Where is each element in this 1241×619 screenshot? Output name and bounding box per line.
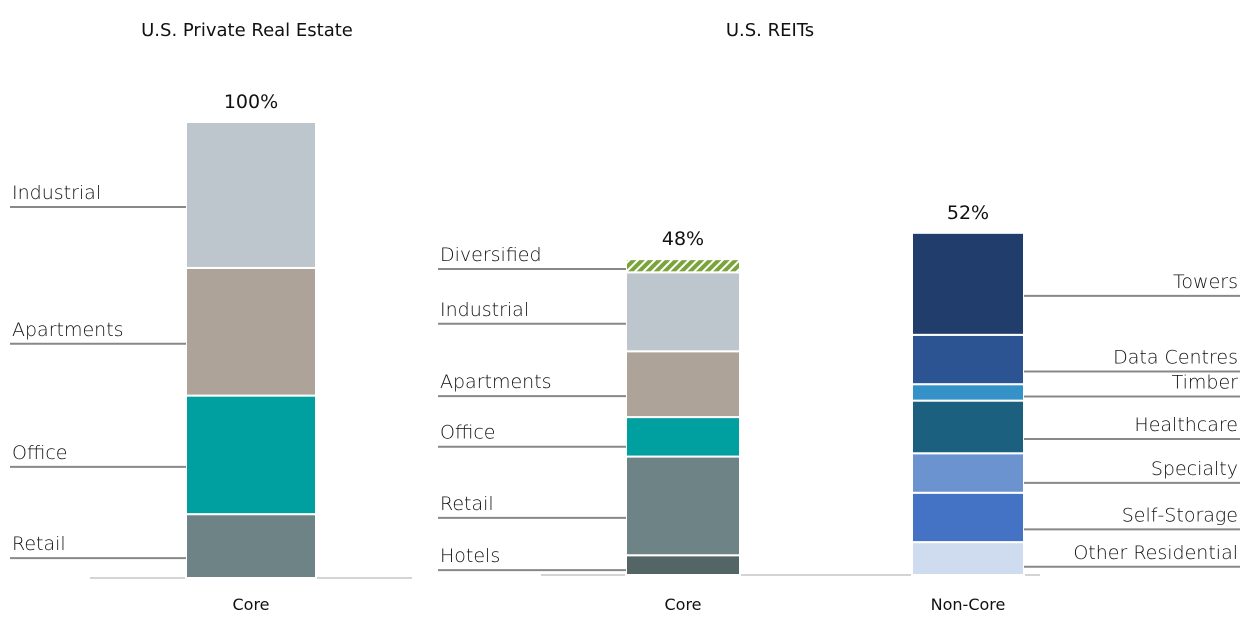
segment-label: Diversified (440, 244, 542, 266)
segment-label: Industrial (440, 299, 529, 321)
segment-label: Office (12, 442, 67, 464)
bar-segment (625, 271, 741, 353)
total-label: 100% (224, 91, 278, 113)
bar-segment (911, 333, 1025, 386)
segment-label: Apartments (440, 371, 552, 393)
bar-segment (911, 541, 1025, 576)
total-label: 48% (662, 228, 704, 250)
segment-label: Timber (1172, 372, 1239, 394)
segment-label: Self-Storage (1122, 504, 1238, 526)
segment-label: Hotels (440, 545, 500, 567)
segment-label: Healthcare (1134, 414, 1238, 436)
chart-title: U.S. REITs (726, 20, 814, 41)
bar-segment (185, 266, 317, 397)
bar-segment (625, 258, 741, 274)
segment-label: Specialty (1151, 458, 1238, 480)
bar-segment (185, 121, 317, 269)
bar-segment (911, 383, 1025, 402)
bar-segment (911, 452, 1025, 494)
x-tick-label: Core (232, 595, 269, 614)
bar-segment (185, 394, 317, 516)
x-tick-label: Non-Core (931, 595, 1006, 614)
bar-segment (185, 513, 317, 579)
x-tick-label: Core (664, 595, 701, 614)
bar-segment (625, 350, 741, 419)
segment-label: Office (440, 422, 495, 444)
segment-label: Apartments (12, 319, 124, 341)
bar-segment (625, 554, 741, 577)
bar-segment (625, 455, 741, 557)
bar-segment (911, 491, 1025, 544)
segment-label: Industrial (12, 182, 101, 204)
segment-label: Other Residential (1073, 542, 1238, 564)
segment-label: Data Centres (1113, 347, 1238, 369)
bar-segment (911, 399, 1025, 455)
segment-label: Towers (1173, 271, 1238, 293)
total-label: 52% (947, 202, 989, 224)
bar-segment (911, 231, 1025, 336)
bar-segment (625, 416, 741, 458)
segment-label: Retail (440, 493, 494, 515)
segment-label: Retail (12, 533, 66, 555)
chart-title: U.S. Private Real Estate (141, 20, 353, 41)
